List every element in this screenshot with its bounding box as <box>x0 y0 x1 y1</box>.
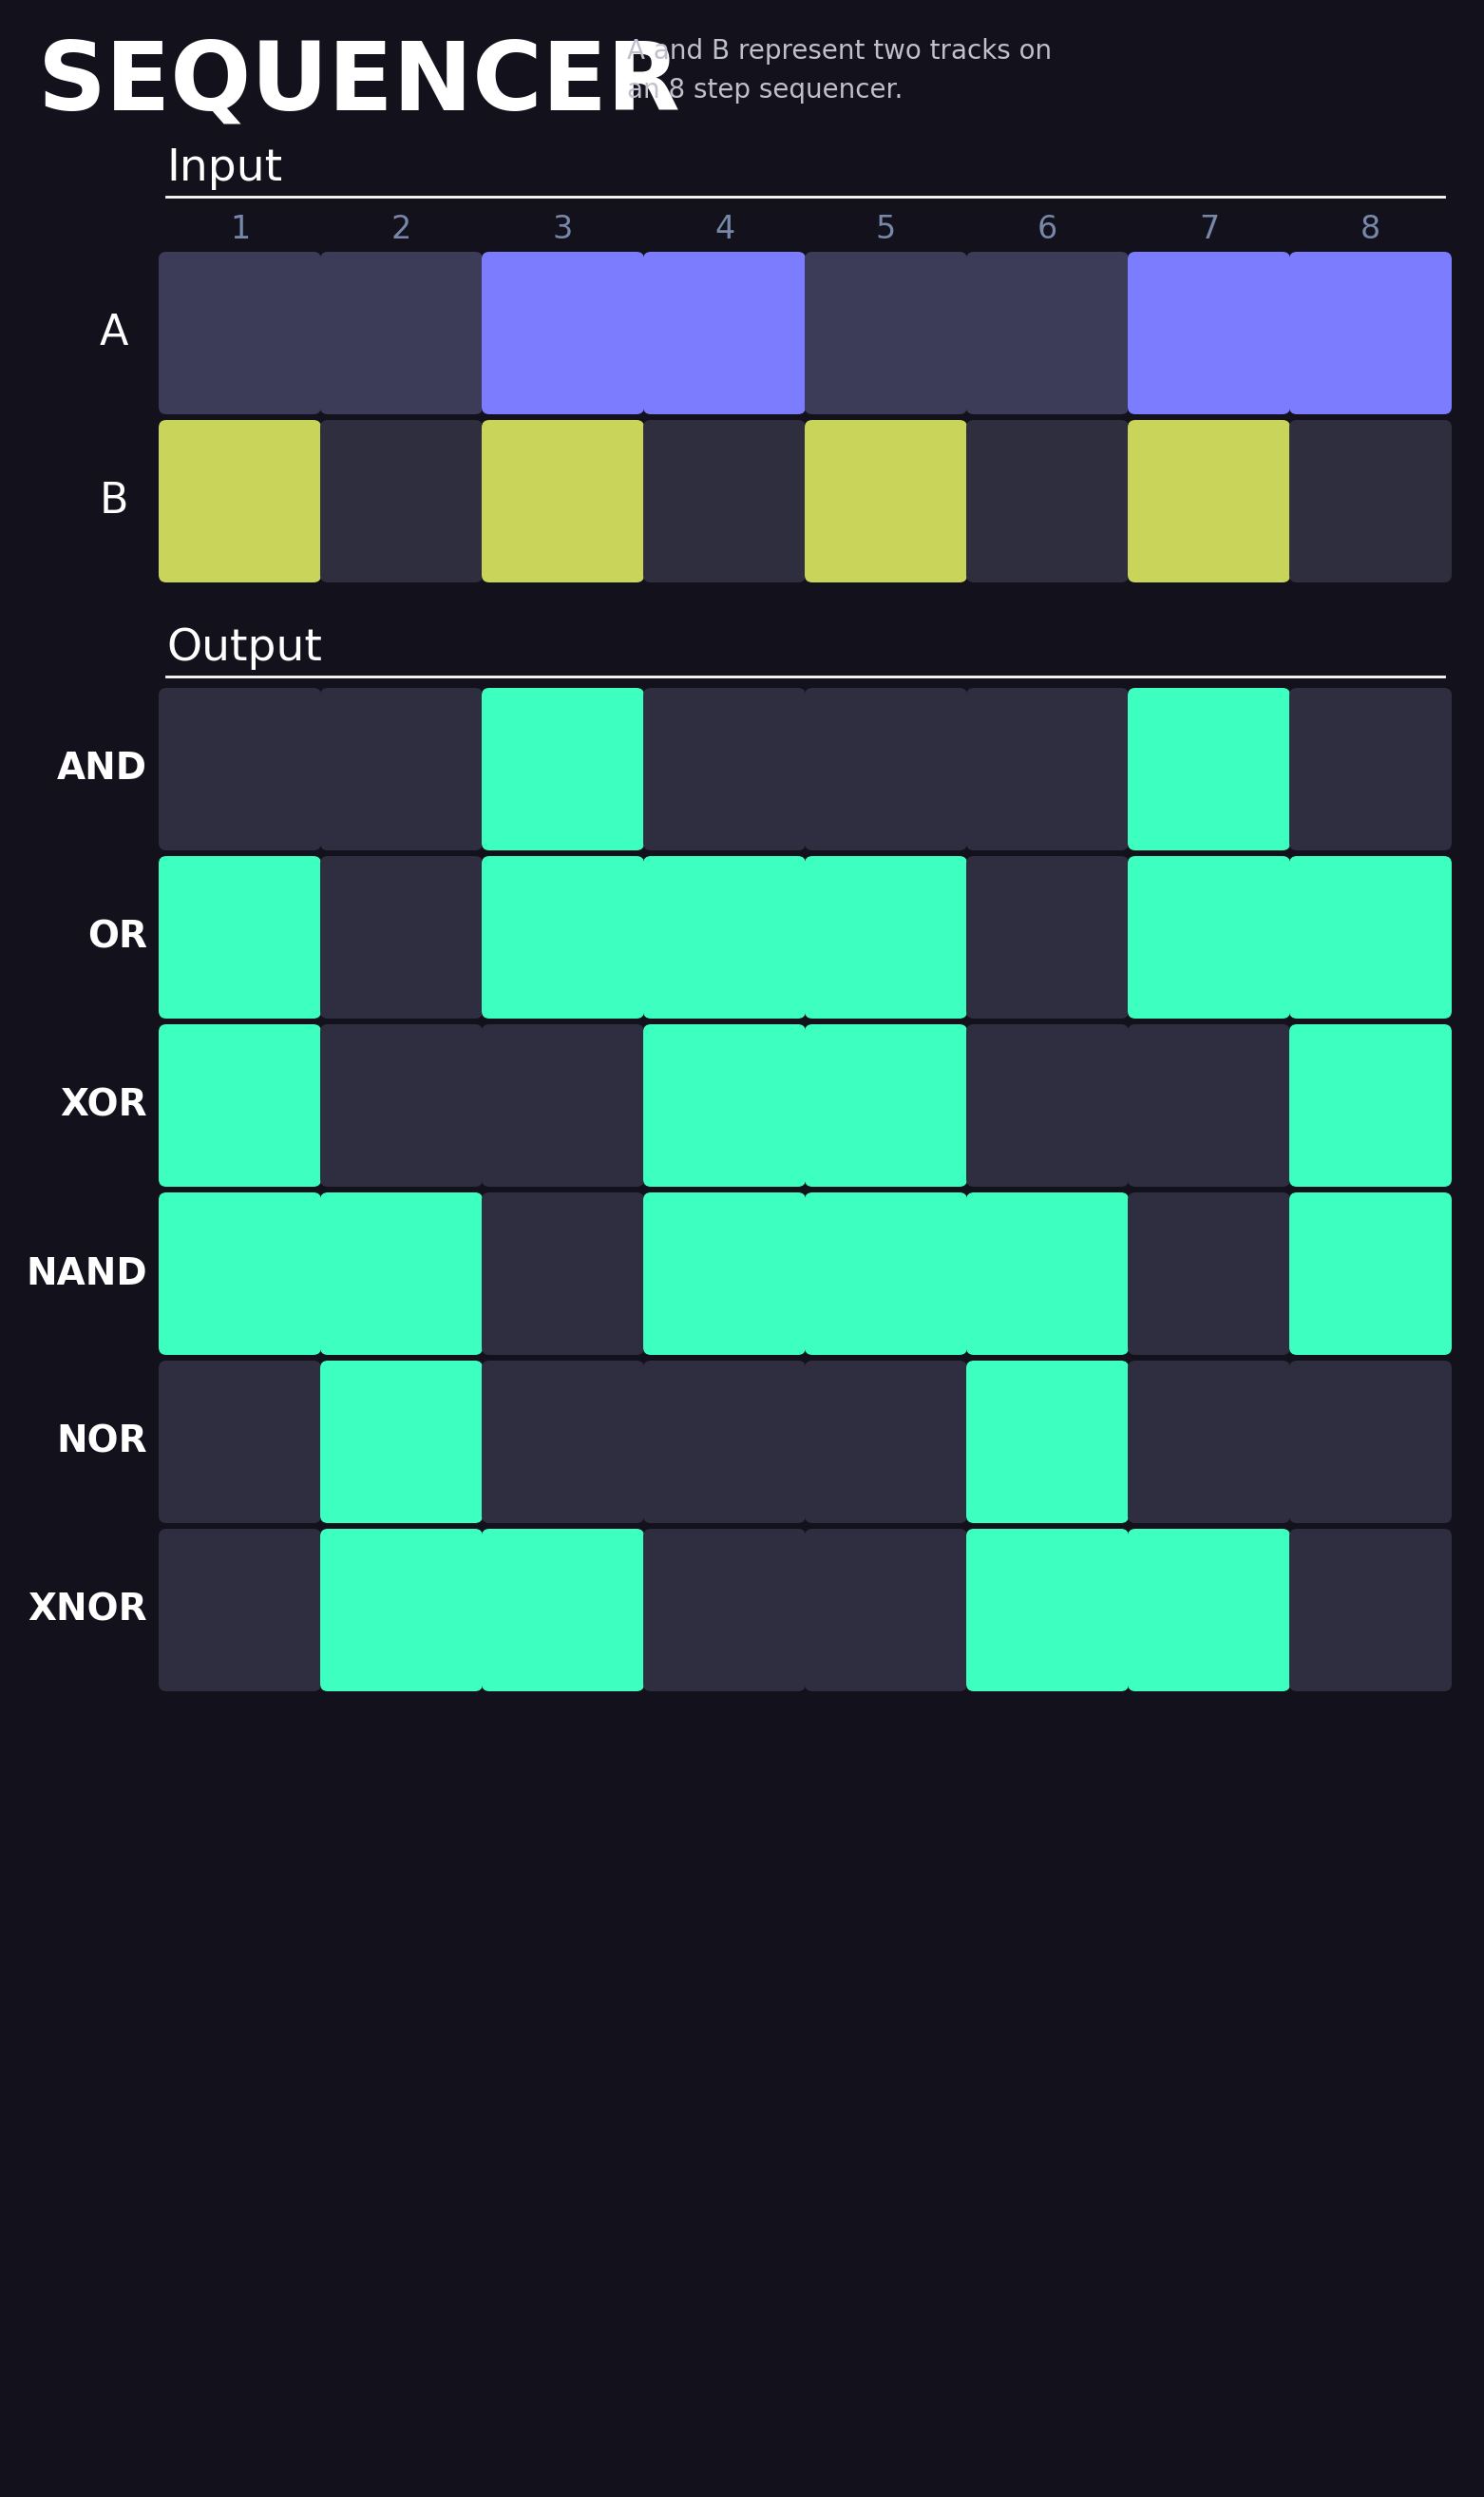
FancyBboxPatch shape <box>643 419 806 582</box>
FancyBboxPatch shape <box>643 687 806 851</box>
FancyBboxPatch shape <box>159 1528 321 1690</box>
Text: XOR: XOR <box>61 1089 147 1124</box>
FancyBboxPatch shape <box>1290 1361 1451 1523</box>
FancyBboxPatch shape <box>966 856 1129 1019</box>
FancyBboxPatch shape <box>966 1194 1129 1356</box>
FancyBboxPatch shape <box>1128 856 1290 1019</box>
FancyBboxPatch shape <box>159 856 321 1019</box>
FancyBboxPatch shape <box>482 252 644 415</box>
Text: B: B <box>99 482 129 522</box>
FancyBboxPatch shape <box>966 1528 1129 1690</box>
FancyBboxPatch shape <box>804 252 968 415</box>
Text: 2: 2 <box>392 215 411 245</box>
FancyBboxPatch shape <box>1290 687 1451 851</box>
Text: Output: Output <box>166 627 322 669</box>
FancyBboxPatch shape <box>1290 419 1451 582</box>
FancyBboxPatch shape <box>321 419 482 582</box>
Text: 5: 5 <box>876 215 896 245</box>
FancyBboxPatch shape <box>482 1528 644 1690</box>
FancyBboxPatch shape <box>159 1024 321 1186</box>
FancyBboxPatch shape <box>1128 1528 1290 1690</box>
FancyBboxPatch shape <box>321 1194 482 1356</box>
FancyBboxPatch shape <box>321 1528 482 1690</box>
Text: OR: OR <box>88 919 147 956</box>
FancyBboxPatch shape <box>804 687 968 851</box>
FancyBboxPatch shape <box>482 856 644 1019</box>
FancyBboxPatch shape <box>321 1361 482 1523</box>
FancyBboxPatch shape <box>966 1361 1129 1523</box>
FancyBboxPatch shape <box>321 1024 482 1186</box>
FancyBboxPatch shape <box>643 1024 806 1186</box>
FancyBboxPatch shape <box>482 419 644 582</box>
FancyBboxPatch shape <box>643 1528 806 1690</box>
Text: 8: 8 <box>1361 215 1380 245</box>
FancyBboxPatch shape <box>482 1361 644 1523</box>
FancyBboxPatch shape <box>159 1361 321 1523</box>
FancyBboxPatch shape <box>804 419 968 582</box>
FancyBboxPatch shape <box>643 252 806 415</box>
FancyBboxPatch shape <box>966 419 1129 582</box>
Text: NAND: NAND <box>27 1256 147 1291</box>
FancyBboxPatch shape <box>966 252 1129 415</box>
Text: 3: 3 <box>554 215 573 245</box>
FancyBboxPatch shape <box>804 1361 968 1523</box>
Text: 7: 7 <box>1199 215 1218 245</box>
FancyBboxPatch shape <box>159 252 321 415</box>
FancyBboxPatch shape <box>1290 856 1451 1019</box>
FancyBboxPatch shape <box>159 1194 321 1356</box>
FancyBboxPatch shape <box>1128 419 1290 582</box>
Text: 4: 4 <box>714 215 735 245</box>
FancyBboxPatch shape <box>804 856 968 1019</box>
Text: SEQUENCER: SEQUENCER <box>39 37 681 130</box>
FancyBboxPatch shape <box>1290 1528 1451 1690</box>
FancyBboxPatch shape <box>1290 1024 1451 1186</box>
FancyBboxPatch shape <box>1128 1361 1290 1523</box>
Text: Input: Input <box>166 147 282 190</box>
FancyBboxPatch shape <box>159 687 321 851</box>
FancyBboxPatch shape <box>804 1024 968 1186</box>
Text: XNOR: XNOR <box>28 1593 147 1628</box>
FancyBboxPatch shape <box>321 252 482 415</box>
FancyBboxPatch shape <box>966 687 1129 851</box>
FancyBboxPatch shape <box>1128 252 1290 415</box>
FancyBboxPatch shape <box>1128 1024 1290 1186</box>
FancyBboxPatch shape <box>804 1528 968 1690</box>
FancyBboxPatch shape <box>1128 1194 1290 1356</box>
Text: 1: 1 <box>230 215 249 245</box>
Text: AND: AND <box>56 752 147 787</box>
FancyBboxPatch shape <box>966 1024 1129 1186</box>
FancyBboxPatch shape <box>1128 687 1290 851</box>
Text: A and B represent two tracks on
an 8 step sequencer.: A and B represent two tracks on an 8 ste… <box>628 37 1052 105</box>
FancyBboxPatch shape <box>1290 1194 1451 1356</box>
Text: A: A <box>99 312 129 355</box>
FancyBboxPatch shape <box>1290 252 1451 415</box>
FancyBboxPatch shape <box>482 687 644 851</box>
FancyBboxPatch shape <box>643 856 806 1019</box>
FancyBboxPatch shape <box>643 1361 806 1523</box>
FancyBboxPatch shape <box>804 1194 968 1356</box>
FancyBboxPatch shape <box>482 1194 644 1356</box>
FancyBboxPatch shape <box>482 1024 644 1186</box>
FancyBboxPatch shape <box>643 1194 806 1356</box>
FancyBboxPatch shape <box>321 856 482 1019</box>
Text: NOR: NOR <box>56 1423 147 1461</box>
FancyBboxPatch shape <box>321 687 482 851</box>
Text: 6: 6 <box>1037 215 1058 245</box>
FancyBboxPatch shape <box>159 419 321 582</box>
